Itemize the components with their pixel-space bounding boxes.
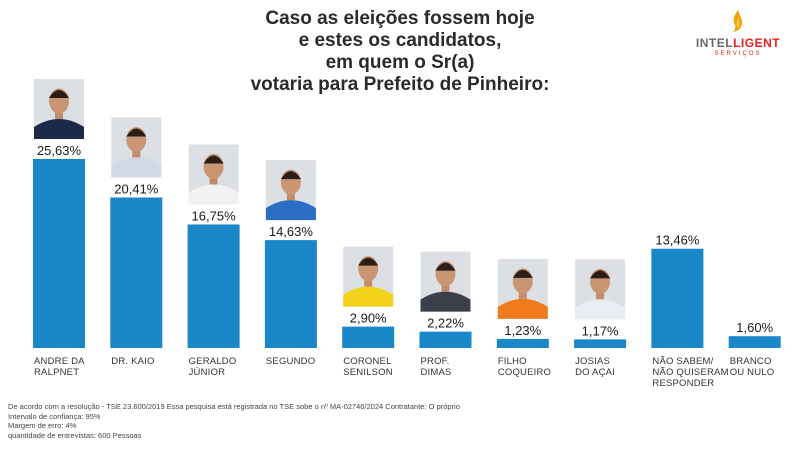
candidate-photo-2: [188, 144, 239, 205]
flame-icon: [733, 10, 743, 32]
candidate-photo-4: [343, 246, 394, 307]
candidate-photo-5: [420, 251, 471, 312]
bar-1: [110, 197, 163, 348]
value-label-8: 13,46%: [655, 233, 700, 248]
survey-footnote: De acordo com a resolução - TSE 23.600/2…: [8, 402, 708, 440]
bar-6: [496, 338, 549, 348]
value-label-6: 1,23%: [504, 323, 541, 338]
bar-2: [187, 224, 240, 348]
bar-5: [419, 331, 472, 348]
bar-8: [651, 248, 704, 348]
footnote-sample: quantidade de entrevistas: 600 Pessoas: [8, 430, 142, 440]
candidate-photo-1: [111, 117, 162, 178]
category-label-6: FILHO COQUEIRO: [498, 356, 551, 378]
bar-3: [264, 240, 317, 348]
candidate-photo-7: [575, 259, 626, 320]
value-label-9: 1,60%: [736, 320, 773, 335]
value-label-7: 1,17%: [582, 323, 619, 338]
logo-word-a: INTEL: [695, 36, 734, 50]
logo-subtitle: SERVIÇOS: [714, 51, 762, 57]
footnote-margin: Margem de erro: 4%: [8, 421, 77, 430]
bar-9: [728, 336, 781, 348]
candidate-photo-3: [265, 160, 316, 221]
category-label-7: JOSIAS DO AÇAI: [575, 356, 615, 378]
bar-7: [574, 339, 627, 348]
category-label-0: ANDRE DA RALPNET: [34, 356, 85, 378]
category-label-1: DR. KAIO: [111, 356, 154, 367]
title-line-3: em quem o Sr(a): [325, 52, 475, 73]
category-label-2: GERALDO JÚNIOR: [189, 356, 237, 378]
title-line-2: e estes os candidatos,: [298, 30, 502, 51]
category-label-4: CORONEL SENILSON: [343, 356, 393, 378]
category-label-5: PROF. DIMAS: [421, 356, 452, 378]
value-label-2: 16,75%: [192, 208, 237, 223]
title-line-1: Caso as eleições fossem hoje: [265, 8, 535, 29]
chart-title: Caso as eleições fossem hoje e estes os …: [180, 8, 620, 96]
intelligent-logo: INTELLIGENT SERVIÇOS: [688, 8, 788, 64]
category-label-8: NÃO SABEM/NÃO QUISERAM RESPONDER: [652, 356, 728, 389]
category-label-9: BRANCO OU NULO: [730, 356, 775, 378]
candidate-photo-6: [497, 258, 548, 319]
logo-word-b: LIGENT: [733, 36, 781, 50]
bar-0: [33, 159, 85, 348]
category-label-3: SEGUNDO: [266, 356, 315, 367]
logo-wordmark: INTELLIGENT: [688, 36, 788, 50]
value-label-0: 25,63%: [37, 143, 82, 158]
bar-chart: 25,63% ANDRE DA RALPNET 20,41% DR. KAIO 16,75…: [33, 79, 781, 389]
footnote-confidence: Intervalo de confiança: 95%: [8, 411, 101, 421]
value-label-1: 20,41%: [114, 181, 159, 196]
value-label-5: 2,22%: [427, 316, 464, 331]
value-label-3: 14,63%: [269, 224, 314, 239]
candidate-photo-0: [34, 79, 84, 139]
value-label-4: 2,90%: [350, 311, 387, 326]
bar-4: [342, 326, 395, 348]
footnote-registration: De acordo com a resolução - TSE 23.600/2…: [8, 402, 460, 411]
title-line-4: votaria para Prefeito de Pinheiro:: [250, 74, 550, 95]
